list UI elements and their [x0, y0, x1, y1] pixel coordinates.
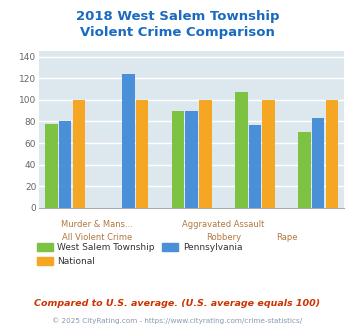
- Text: Aggravated Assault: Aggravated Assault: [182, 220, 264, 229]
- Text: Compared to U.S. average. (U.S. average equals 100): Compared to U.S. average. (U.S. average …: [34, 299, 321, 308]
- Text: Robbery: Robbery: [206, 233, 241, 242]
- Bar: [249, 125, 261, 208]
- Text: Murder & Mans...: Murder & Mans...: [61, 220, 133, 229]
- Bar: [136, 100, 148, 208]
- Text: Rape: Rape: [276, 233, 297, 242]
- Bar: [235, 92, 247, 208]
- Text: 2018 West Salem Township
Violent Crime Comparison: 2018 West Salem Township Violent Crime C…: [76, 10, 279, 39]
- Bar: [312, 118, 324, 208]
- Bar: [122, 74, 135, 208]
- Legend: West Salem Township, National, Pennsylvania: West Salem Township, National, Pennsylva…: [33, 239, 246, 269]
- Bar: [199, 100, 212, 208]
- Bar: [186, 111, 198, 208]
- Text: All Violent Crime: All Violent Crime: [62, 233, 132, 242]
- Bar: [72, 100, 85, 208]
- Bar: [326, 100, 338, 208]
- Text: © 2025 CityRating.com - https://www.cityrating.com/crime-statistics/: © 2025 CityRating.com - https://www.city…: [53, 317, 302, 324]
- Bar: [172, 111, 184, 208]
- Bar: [262, 100, 275, 208]
- Bar: [59, 121, 71, 208]
- Bar: [45, 123, 58, 208]
- Bar: [299, 132, 311, 208]
